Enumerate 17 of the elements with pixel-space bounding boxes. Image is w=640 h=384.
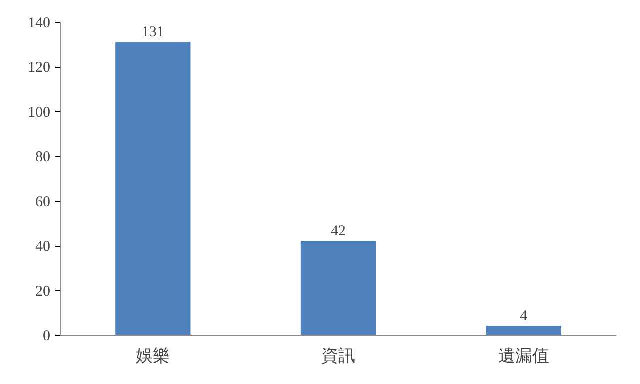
y-tick-label: 60 [36, 194, 50, 210]
y-tick-label: 20 [36, 284, 50, 300]
bar [300, 241, 376, 336]
y-tick-label: 0 [43, 328, 50, 344]
data-label: 42 [331, 224, 346, 240]
y-tick-label: 80 [36, 150, 50, 166]
x-tick-label: 娛樂 [136, 346, 170, 366]
bar [116, 42, 191, 336]
data-label: 4 [520, 308, 528, 325]
y-tick-label: 100 [28, 104, 50, 121]
y-tick-label: 140 [28, 16, 50, 32]
y-tick-label: 120 [28, 60, 50, 76]
x-tick-label: 資訊 [322, 346, 356, 366]
bar [486, 326, 562, 336]
y-tick-label: 40 [36, 239, 50, 256]
data-label: 131 [142, 24, 164, 41]
x-tick-label: 遺漏值 [498, 346, 550, 366]
